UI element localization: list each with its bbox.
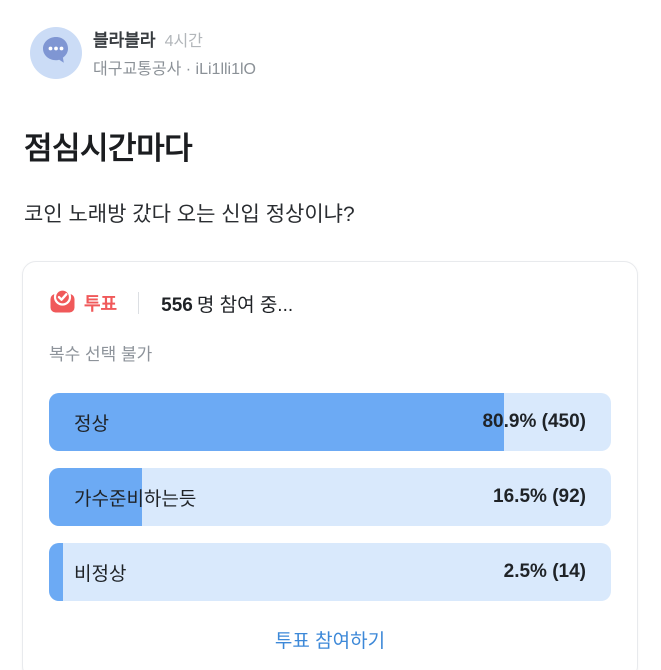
poll-option-label: 가수준비하는듯 xyxy=(74,488,197,510)
poll-option-2-fill xyxy=(49,468,142,526)
post-time: 4시간 xyxy=(164,33,203,50)
poll-participants: 556 명 참여 중... xyxy=(161,290,293,317)
board-name[interactable]: 블라블라 xyxy=(93,31,156,50)
chat-bubble-icon xyxy=(40,35,72,70)
ballot-box-icon xyxy=(49,287,76,319)
post-subtitle: 대구교통공사 · iLi1lli1lO xyxy=(93,61,257,78)
poll-badge-label: 투표 xyxy=(84,294,118,314)
poll-option-value: 16.5% (92) xyxy=(493,486,586,507)
poll-option-label: 비정상 xyxy=(74,563,127,585)
divider xyxy=(138,292,140,314)
post-title: 점심시간마다 xyxy=(24,131,193,166)
participants-suffix: 명 참여 중... xyxy=(196,294,294,316)
poll-option-2[interactable]: 가수준비하는듯 16.5% (92) xyxy=(49,468,611,526)
poll-option-value: 80.9% (450) xyxy=(482,411,586,432)
poll-option-3[interactable]: 비정상 2.5% (14) xyxy=(49,543,611,601)
poll-option-1-fill xyxy=(49,393,504,451)
vote-cta-link[interactable]: 투표 참여하기 xyxy=(274,631,386,652)
avatar xyxy=(30,26,82,79)
poll-option-3-fill xyxy=(49,543,64,601)
poll-card: 투표 556 명 참여 중... 복수 선택 불가 정상 80.9% (450) … xyxy=(22,261,638,670)
post-header: 블라블라 4시간 대구교통공사 · iLi1lli1lO xyxy=(0,0,661,79)
poll-options: 정상 80.9% (450) 가수준비하는듯 16.5% (92) 비정상 2.… xyxy=(49,393,611,601)
poll-option-1[interactable]: 정상 80.9% (450) xyxy=(49,393,611,451)
participants-count: 556 xyxy=(161,294,193,316)
post-body: 코인 노래방 갔다 오는 신입 정상이냐? xyxy=(24,203,355,226)
poll-option-label: 정상 xyxy=(74,413,109,435)
poll-header: 투표 556 명 참여 중... xyxy=(49,287,611,319)
poll-option-value: 2.5% (14) xyxy=(503,561,586,582)
poll-note: 복수 선택 불가 xyxy=(49,345,153,364)
